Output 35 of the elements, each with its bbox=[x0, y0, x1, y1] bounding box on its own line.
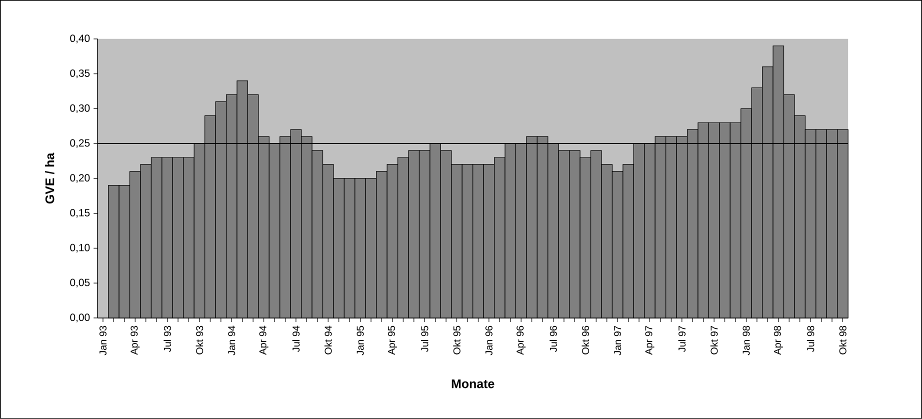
x-tick-label: Okt 95 bbox=[453, 326, 460, 354]
y-tick-label: 0,25 bbox=[70, 139, 90, 148]
x-tick-label: Jul 95 bbox=[420, 326, 428, 352]
x-tick-label: Okt 94 bbox=[324, 326, 332, 354]
y-tick-label: 0,15 bbox=[70, 209, 90, 218]
x-axis-title: Monate bbox=[452, 380, 494, 388]
x-tick-label: Okt 97 bbox=[710, 326, 718, 354]
y-tick-label: 0,10 bbox=[70, 244, 90, 253]
x-tick-label: Jul 94 bbox=[292, 326, 300, 352]
x-tick-label: Okt 93 bbox=[196, 326, 204, 354]
x-tick-label: Jul 96 bbox=[550, 326, 557, 352]
x-tick-label: Jul 97 bbox=[678, 326, 686, 352]
x-tick-label: Apr 98 bbox=[774, 326, 783, 355]
x-tick-label: Jan 97 bbox=[614, 326, 622, 356]
x-tick-label: Jan 96 bbox=[485, 326, 492, 356]
x-tick-label: Jul 93 bbox=[164, 326, 171, 352]
x-tick-label: Jan 98 bbox=[742, 326, 750, 356]
x-tick-label: Apr 96 bbox=[516, 326, 526, 355]
x-tick-label: Jan 94 bbox=[228, 326, 236, 356]
y-tick-label: 0,00 bbox=[70, 314, 90, 322]
x-tick-label: Okt 98 bbox=[839, 326, 846, 354]
y-tick-label: 0,35 bbox=[70, 70, 90, 78]
x-tick-label: Jul 98 bbox=[806, 326, 814, 352]
x-tick-label: Apr 95 bbox=[388, 326, 397, 355]
y-tick-label: 0,30 bbox=[70, 104, 90, 114]
x-tick-label: Apr 97 bbox=[645, 326, 654, 355]
y-tick-label: 0,05 bbox=[70, 278, 90, 288]
x-tick-label: Apr 93 bbox=[130, 326, 140, 355]
y-tick-label: 0,40 bbox=[70, 34, 90, 44]
x-tick-label: Jan 95 bbox=[356, 326, 364, 356]
y-tick-label: 0,20 bbox=[70, 174, 90, 183]
x-tick-label: Apr 94 bbox=[259, 326, 268, 355]
y-axis-title: GVE / ha bbox=[45, 152, 54, 204]
x-tick-label: Okt 96 bbox=[582, 326, 590, 354]
x-tick-label: Jan 93 bbox=[99, 326, 107, 356]
